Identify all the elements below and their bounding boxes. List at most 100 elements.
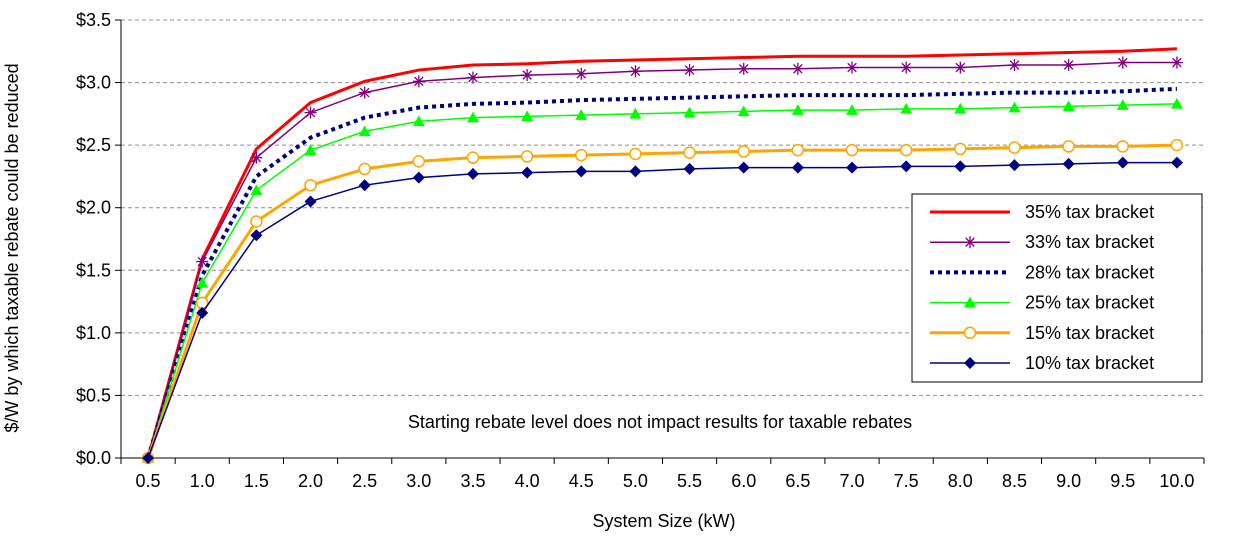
diamond-marker — [1170, 156, 1183, 169]
asterisk-marker — [575, 67, 588, 80]
legend-label: 33% tax bracket — [1025, 232, 1154, 252]
asterisk-marker — [791, 62, 804, 75]
x-tick-label: 6.5 — [785, 471, 810, 491]
triangle-marker — [250, 184, 263, 195]
series-line — [146, 47, 1177, 459]
triangle-marker — [964, 296, 976, 308]
legend-item: 28% tax bracket — [930, 262, 1154, 282]
legend-label: 10% tax bracket — [1025, 353, 1154, 373]
series-line — [146, 86, 1178, 459]
legend: 35% tax bracket 33% tax bracket 28% tax br… — [911, 193, 1203, 383]
asterisk-marker — [1062, 59, 1075, 72]
diamond-marker — [521, 166, 534, 179]
y-tick-label: $2.0 — [76, 198, 111, 218]
y-axis-ticks: $0.0 $0.5 $1.0 $1.5 $2.0 $2.5 $3.0 $3.5 — [76, 10, 121, 468]
legend-label: 15% tax bracket — [1025, 323, 1154, 343]
asterisk-marker — [521, 69, 534, 82]
x-tick-label: 0.5 — [136, 471, 161, 491]
legend-label: 35% tax bracket — [1025, 202, 1154, 222]
circle-marker — [737, 145, 750, 158]
x-tick-label: 4.0 — [515, 471, 540, 491]
series-1 — [146, 47, 1177, 459]
legend-item: 10% tax bracket — [930, 353, 1154, 373]
diamond-marker — [683, 162, 696, 175]
asterisk-marker — [1116, 56, 1129, 69]
x-tick-label: 3.5 — [460, 471, 485, 491]
legend-box — [911, 193, 1203, 383]
x-tick-label: 1.0 — [190, 471, 215, 491]
asterisk-marker — [954, 61, 967, 74]
x-tick-label: 5.0 — [623, 471, 648, 491]
legend-item: 35% tax bracket — [930, 202, 1154, 222]
circle-marker — [520, 150, 534, 163]
y-tick-label: $3.0 — [76, 73, 111, 93]
x-tick-label: 2.0 — [298, 471, 323, 491]
x-tick-label: 7.0 — [840, 471, 865, 491]
triangle-marker — [1116, 99, 1129, 110]
series-6 — [142, 156, 1183, 464]
y-tick-label: $0.5 — [76, 385, 111, 405]
diamond-marker — [358, 179, 371, 192]
legend-item: 25% tax bracket — [930, 293, 1154, 313]
asterisk-marker — [250, 151, 263, 164]
triangle-marker — [575, 109, 588, 120]
series-3 — [146, 86, 1178, 459]
circle-marker — [1062, 140, 1075, 153]
x-axis-ticks: 0.5 1.0 1.5 2.0 2.5 3.0 3.5 4.0 4.5 5.0 5.5 6.0 6.5 7… — [120, 458, 1205, 491]
asterisk-marker — [1170, 56, 1183, 69]
triangle-marker — [900, 102, 913, 114]
diamond-marker — [1008, 159, 1021, 172]
circle-marker — [629, 147, 642, 161]
asterisk-marker — [358, 86, 371, 99]
y-tick-label: $1.5 — [76, 260, 111, 280]
legend-item: 33% tax bracket — [930, 232, 1154, 252]
circle-marker — [845, 143, 859, 157]
diamond-marker — [954, 160, 967, 173]
asterisk-marker — [683, 64, 696, 77]
x-tick-label: 9.0 — [1056, 471, 1081, 491]
circle-marker — [575, 148, 588, 162]
diamond-marker — [791, 161, 804, 174]
triangle-marker — [412, 115, 425, 127]
x-tick-label: 1.5 — [244, 471, 269, 491]
y-tick-label: $1.0 — [76, 323, 111, 343]
x-tick-label: 10.0 — [1159, 471, 1194, 491]
x-tick-label: 8.5 — [1002, 471, 1027, 491]
triangle-marker — [304, 144, 317, 155]
chart-annotation: Starting rebate level does not impact re… — [408, 412, 912, 432]
asterisk-marker — [1008, 59, 1021, 72]
asterisk-marker — [846, 61, 859, 74]
circle-marker — [963, 326, 977, 340]
diamond-marker — [304, 195, 317, 208]
diamond-marker — [196, 306, 209, 319]
y-tick-label: $0.0 — [76, 448, 111, 468]
series-line — [147, 61, 1177, 459]
y-tick-label: $2.5 — [76, 135, 111, 155]
x-tick-label: 2.5 — [352, 471, 377, 491]
diamond-marker — [964, 357, 976, 369]
x-tick-label: 3.0 — [406, 471, 431, 491]
x-tick-label: 6.0 — [731, 471, 756, 491]
diamond-marker — [900, 160, 913, 173]
y-axis-title: $/W by which taxable rebate could be red… — [2, 63, 22, 432]
triangle-marker — [1008, 101, 1021, 113]
legend-label: 28% tax bracket — [1025, 262, 1154, 282]
circle-marker — [304, 178, 317, 192]
x-tick-label: 7.5 — [894, 471, 919, 491]
circle-marker — [1008, 141, 1021, 154]
circle-marker — [683, 146, 696, 159]
x-tick-label: 9.5 — [1110, 471, 1135, 491]
diamond-marker — [1062, 157, 1075, 170]
circle-marker — [899, 143, 913, 157]
diamond-marker — [412, 171, 425, 184]
y-tick-label: $3.5 — [76, 10, 111, 30]
legend-label: 25% tax bracket — [1025, 293, 1154, 313]
diamond-marker — [846, 161, 859, 174]
series-line — [147, 161, 1177, 459]
diamond-marker — [142, 452, 155, 464]
circle-marker — [1116, 140, 1130, 153]
diamond-marker — [737, 161, 750, 174]
asterisk-marker — [900, 61, 913, 74]
x-axis-title: System Size (kW) — [592, 511, 735, 531]
triangle-marker — [683, 106, 696, 118]
